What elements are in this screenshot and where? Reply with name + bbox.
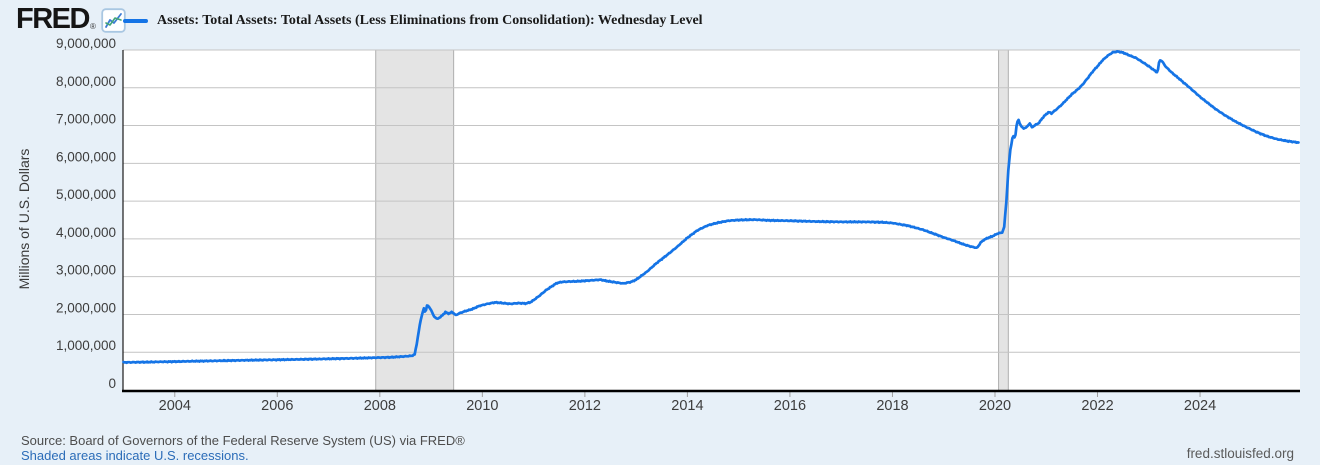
x-tick-label: 2014 <box>671 398 703 414</box>
y-tick-label: 5,000,000 <box>56 187 116 202</box>
x-tick-label: 2022 <box>1081 398 1113 414</box>
x-tick-label: 2012 <box>569 398 601 414</box>
y-tick-label: 3,000,000 <box>56 263 116 278</box>
x-tick-label: 2016 <box>774 398 806 414</box>
x-tick-label: 2006 <box>261 398 293 414</box>
fred-logo-text: FRED <box>16 3 90 35</box>
recession-note-link[interactable]: Shaded areas indicate U.S. recessions. <box>21 448 249 463</box>
y-tick-label: 7,000,000 <box>56 112 116 127</box>
series-legend-swatch <box>123 19 148 23</box>
data-series-line <box>122 49 1300 365</box>
source-attribution: Source: Board of Governors of the Federa… <box>21 433 465 448</box>
x-tick-label: 2004 <box>159 398 191 414</box>
y-tick-label: 2,000,000 <box>56 300 116 315</box>
y-tick-label: 4,000,000 <box>56 225 116 240</box>
y-tick-label: 1,000,000 <box>56 338 116 353</box>
y-tick-label: 8,000,000 <box>56 74 116 89</box>
fred-site-link[interactable]: fred.stlouisfed.org <box>1186 446 1294 461</box>
y-tick-label: 6,000,000 <box>56 149 116 164</box>
recession-band <box>375 50 454 390</box>
registered-mark-icon: ® <box>89 22 96 31</box>
x-tick-label: 2008 <box>364 398 396 414</box>
x-tick-label: 2018 <box>876 398 908 414</box>
plot-background <box>123 50 1300 390</box>
series-legend: Assets: Total Assets: Total Assets (Less… <box>123 13 703 29</box>
y-tick-label: 0 <box>108 376 116 391</box>
x-tick-label: 2010 <box>466 398 498 414</box>
fred-logo[interactable]: FRED ® <box>16 4 126 34</box>
y-tick-label: 9,000,000 <box>56 36 116 51</box>
series-title: Assets: Total Assets: Total Assets (Less… <box>157 13 703 28</box>
x-tick-label: 2020 <box>979 398 1011 414</box>
x-tick-label: 2024 <box>1184 398 1216 414</box>
